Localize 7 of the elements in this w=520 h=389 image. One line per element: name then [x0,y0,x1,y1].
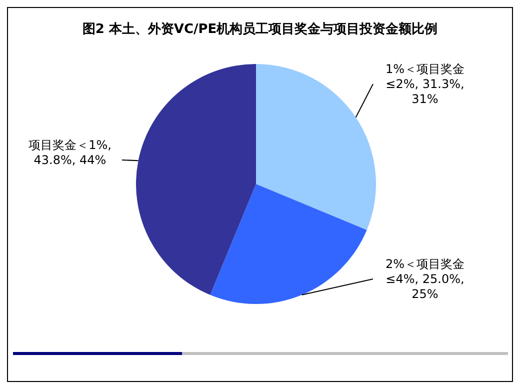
pie-slice [210,184,367,304]
chart-title: 图2 本土、外资VC/PE机构员工项目奖金与项目投资金额比例 [81,20,439,38]
pie-slice [256,64,376,230]
slice-label: 2%＜项目奖金≤4%, 25.0%, 25% [384,257,466,302]
slice-label: 项目奖金＜1%, 43.8%, 44% [28,138,112,168]
slice-label: 1%＜项目奖金≤2%, 31.3%, 31% [384,62,466,107]
pie-slice [136,64,256,295]
